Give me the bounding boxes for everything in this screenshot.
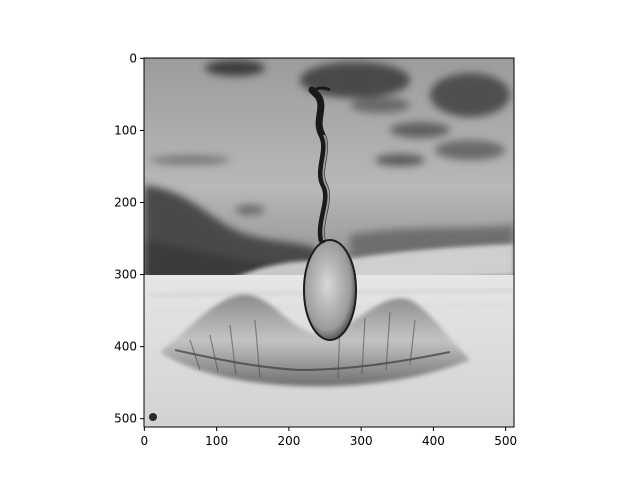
y-axis: 0 100 200 300 400 500 [114,51,144,426]
twisted-stem [308,86,331,244]
x-tick-label: 300 [350,434,373,448]
x-tick-label: 500 [494,434,517,448]
x-tick-label: 0 [141,434,149,448]
corner-mark [149,413,157,421]
x-tick-label: 400 [422,434,445,448]
crater-mound [160,294,470,387]
bulb-form [304,240,356,340]
image-plot [144,58,514,427]
axes-frame [143,57,515,428]
y-tick-label: 100 [114,123,137,137]
y-tick-label: 400 [114,340,137,354]
y-tick-label: 300 [114,268,137,282]
y-tick-label: 200 [114,196,137,210]
sky-clouds [150,60,510,215]
x-tick-label: 200 [277,434,300,448]
x-tick-label: 100 [205,434,228,448]
y-tick-label: 500 [114,412,137,426]
x-axis: 0 100 200 300 400 500 [141,427,517,448]
y-tick-label: 0 [129,51,137,65]
